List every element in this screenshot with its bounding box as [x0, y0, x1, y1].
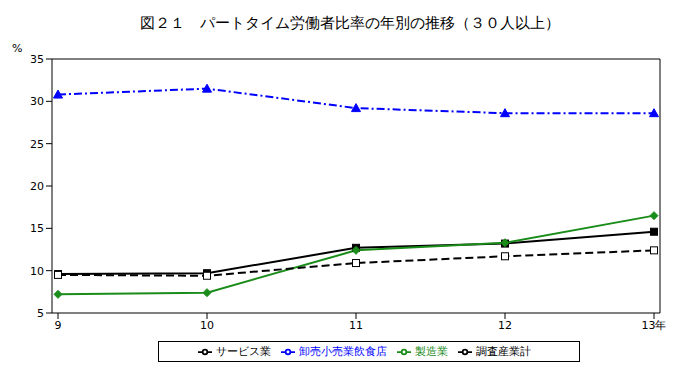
- svg-text:11: 11: [349, 319, 363, 332]
- svg-text:5: 5: [37, 307, 44, 320]
- svg-text:12: 12: [498, 319, 512, 332]
- svg-text:35: 35: [30, 53, 44, 66]
- svg-text:10: 10: [200, 319, 214, 332]
- html-text:製造業: 製造業: [414, 345, 448, 358]
- svg-text:9: 9: [55, 319, 62, 332]
- svg-text:10: 10: [30, 265, 44, 278]
- html-text:卸売小売業飲食店: 卸売小売業飲食店: [298, 345, 387, 358]
- svg-text:20: 20: [30, 180, 44, 193]
- svg-text:25: 25: [30, 138, 44, 151]
- svg-text:30: 30: [30, 95, 44, 108]
- html-text:調査産業計: 調査産業計: [475, 345, 531, 358]
- svg-text:15: 15: [30, 222, 44, 235]
- html-text:サービス業: サービス業: [215, 345, 271, 358]
- html-text:図２１ パートタイム労働者比率の年別の推移（３０人以上）: 図２１ パートタイム労働者比率の年別の推移（３０人以上）: [139, 14, 560, 32]
- svg-text:13年: 13年: [642, 319, 667, 332]
